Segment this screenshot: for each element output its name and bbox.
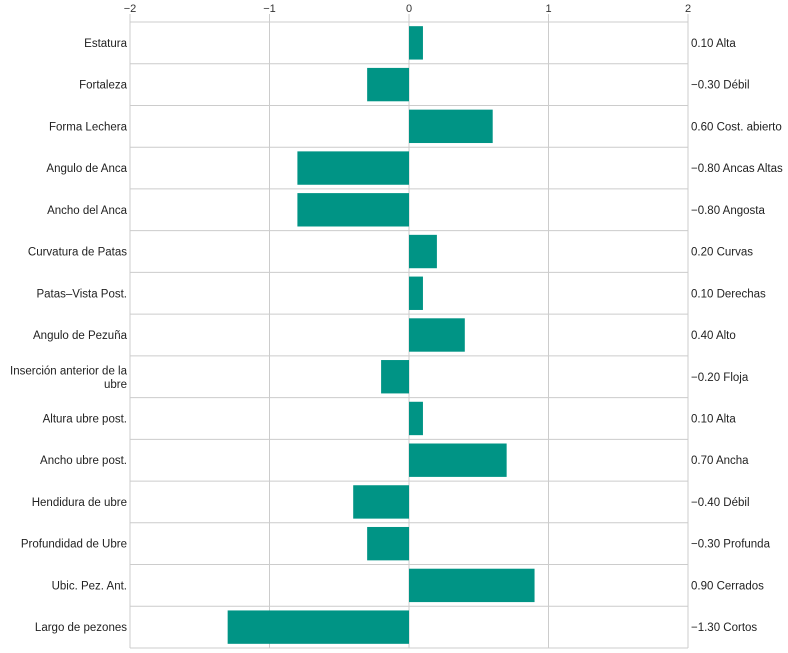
category-label: Estatura: [84, 38, 127, 50]
category-label: Largo de pezones: [35, 622, 127, 634]
category-label: Forma Lechera: [49, 121, 128, 133]
x-tick-label: −1: [263, 3, 276, 15]
bar: [367, 526, 409, 561]
value-label: −1.30 Cortos: [691, 622, 757, 634]
category-label: Inserción anterior de la ubre: [10, 365, 128, 391]
value-label: 0.20 Curvas: [691, 247, 753, 259]
value-label: 0.40 Alto: [691, 330, 736, 342]
bar: [409, 318, 465, 352]
x-tick-label: 2: [685, 3, 691, 15]
value-label: 0.10 Derechas: [691, 288, 766, 300]
bar: [409, 276, 423, 310]
x-tick-label: 1: [545, 3, 551, 15]
category-label: Altura ubre post.: [43, 413, 127, 425]
value-label: 0.10 Alta: [691, 38, 736, 50]
x-tick-label: 0: [406, 3, 412, 15]
category-label: Patas–Vista Post.: [36, 288, 127, 300]
bar: [367, 67, 409, 102]
value-labels: 0.10 Alta −0.30 Débil 0.60 Cost. abierto −0…: [691, 38, 783, 634]
value-label: −0.30 Débil: [691, 80, 750, 92]
bar: [409, 401, 423, 436]
category-label: Curvatura de Patas: [28, 247, 127, 259]
bar: [381, 360, 409, 394]
bar: [409, 568, 535, 603]
category-label: Hendidura de ubre: [32, 497, 127, 509]
bar: [409, 26, 423, 60]
value-label: −0.40 Débil: [691, 497, 750, 509]
category-label: Angulo de Pezuña: [33, 330, 128, 342]
x-axis-ticks: −2 −1 0 1 2: [124, 3, 691, 15]
grid-lines: [129, 14, 689, 649]
value-label: −0.20 Floja: [691, 372, 749, 384]
bar: [409, 443, 507, 477]
value-label: −0.80 Angosta: [691, 205, 765, 217]
value-label: −0.30 Profunda: [691, 539, 771, 551]
x-tick-label: −2: [124, 3, 137, 15]
value-label: 0.70 Ancha: [691, 455, 749, 467]
category-label: Ancho ubre post.: [40, 455, 127, 467]
category-label: Ubic. Pez. Ant.: [52, 580, 127, 592]
bar: [227, 610, 409, 644]
bar: [409, 109, 493, 144]
bars: [227, 26, 535, 644]
category-labels: Estatura Fortaleza Forma Lechera Angulo de …: [10, 38, 128, 634]
bar: [297, 193, 409, 227]
category-label: Profundidad de Ubre: [21, 539, 127, 551]
bar: [297, 151, 409, 185]
value-label: 0.10 Alta: [691, 413, 736, 425]
bar: [353, 485, 409, 519]
category-label: Fortaleza: [79, 80, 128, 92]
value-label: 0.60 Cost. abierto: [691, 121, 782, 133]
bar: [409, 234, 437, 269]
value-label: −0.80 Ancas Altas: [691, 163, 783, 175]
value-label: 0.90 Cerrados: [691, 580, 764, 592]
category-label: Angulo de Anca: [46, 163, 127, 175]
category-label: Ancho del Anca: [47, 205, 128, 217]
